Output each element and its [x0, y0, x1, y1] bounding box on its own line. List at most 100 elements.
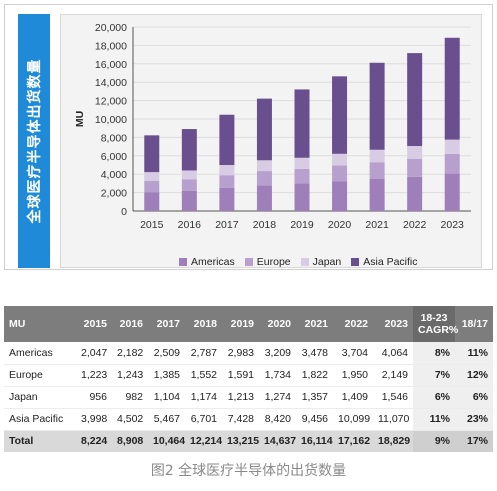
- bar-segment: [144, 172, 160, 181]
- table-header-cell: 2019: [222, 306, 259, 342]
- table-cell: 2,149: [373, 364, 413, 387]
- y-tick-label: 10,000: [95, 114, 127, 126]
- bar-segment: [219, 114, 235, 166]
- table-cell: 1,104: [148, 386, 185, 409]
- table-header-cell: 2020: [259, 306, 296, 342]
- bar-segment: [369, 162, 385, 180]
- legend-label: Asia Pacific: [363, 256, 418, 268]
- legend-swatch: [351, 258, 360, 266]
- bar-segment: [144, 180, 160, 193]
- table-cell: 8,908: [112, 430, 148, 452]
- vertical-banner: 全球医疗半导体出货数量: [18, 14, 50, 268]
- bar-segment: [144, 192, 160, 211]
- table-cell: 23%: [455, 408, 493, 431]
- bar-segment: [256, 171, 272, 186]
- bar-segment: [407, 176, 423, 211]
- x-tick-label: 2015: [140, 219, 164, 231]
- table-cell: 956: [76, 386, 112, 409]
- table-cell: 1,950: [333, 364, 373, 387]
- table-cell: 3,478: [296, 342, 333, 365]
- table-cell: 5,467: [148, 408, 185, 431]
- table-row: Europe 1,223 1,243 1,385 1,552 1,591 1,734 1,82…: [4, 364, 493, 387]
- table-header-cell: 18-23 CAGR%: [413, 306, 458, 342]
- table-cell: 1,274: [259, 386, 296, 409]
- table-cell: 4,064: [373, 342, 413, 365]
- bar-segment: [369, 62, 385, 150]
- table-cell: 8,420: [259, 408, 296, 431]
- table-cell: 2,983: [222, 342, 259, 365]
- x-tick-label: 2023: [441, 219, 465, 231]
- bar-segment: [256, 185, 272, 211]
- stacked-bar-chart: 0 2,000 4,000 6,000 8,000 10,000 12,000 14,000 1…: [60, 14, 482, 268]
- table-header-row: MU 2015 2016 2017 2018 2019 2020 2021 2022 2023 18…: [4, 306, 493, 342]
- x-tick-label: 2019: [290, 219, 314, 231]
- bar-segment: [332, 76, 348, 154]
- table-cell: 8,224: [76, 430, 112, 452]
- bar-segment: [407, 53, 423, 147]
- table-body: Americas 2,047 2,182 2,509 2,787 2,983 3,209 3,…: [4, 342, 493, 452]
- y-tick-label: 8,000: [101, 132, 127, 144]
- table-cell: 7,428: [222, 408, 259, 431]
- bar-segment: [294, 89, 310, 158]
- bar-segment: [444, 153, 460, 174]
- y-tick-label: 0: [121, 206, 127, 218]
- table-cell: 1,822: [296, 364, 333, 387]
- x-tick-label: 2021: [365, 219, 389, 231]
- table-cell: Americas: [4, 342, 76, 365]
- table-header-cell: 2022: [333, 306, 373, 342]
- table-cell: 2,509: [148, 342, 185, 365]
- table-header-cell: 2023: [373, 306, 413, 342]
- table-cell: 10,464: [148, 430, 185, 452]
- table-cell: 18,829: [373, 430, 413, 452]
- legend-label: Europe: [256, 256, 291, 268]
- table-cell: 1,223: [76, 364, 112, 387]
- y-tick-label: 20,000: [95, 22, 127, 34]
- legend-item: Asia Pacific: [351, 256, 418, 268]
- table-cell: 12%: [455, 364, 493, 387]
- table-row: Asia Pacific 3,998 4,502 5,467 6,701 7,428 8,4…: [4, 408, 493, 431]
- table-cell: 1,409: [333, 386, 373, 409]
- x-tick-label: 2022: [403, 219, 427, 231]
- table-cell: Japan: [4, 386, 76, 409]
- table-cell: 17,162: [333, 430, 373, 452]
- bar-segment: [332, 165, 348, 182]
- table-cell: 1,552: [185, 364, 222, 387]
- table-cell: 16,114: [296, 430, 333, 452]
- legend-swatch: [244, 258, 253, 266]
- table-cell: 2,047: [76, 342, 112, 365]
- table-cell: 9,456: [296, 408, 333, 431]
- table-cell: 1,243: [112, 364, 148, 387]
- table-cell: 6,701: [185, 408, 222, 431]
- y-tick-label: 6,000: [101, 151, 127, 163]
- legend-swatch: [300, 258, 309, 266]
- table-header-cell: 2018: [185, 306, 222, 342]
- banner-label: 全球医疗半导体出货数量: [27, 58, 43, 224]
- bar-segment: [144, 135, 160, 173]
- table-cell: 12,214: [185, 430, 222, 452]
- bar-segment: [256, 160, 272, 172]
- table-cell: Total: [4, 430, 76, 452]
- table-cell: Asia Pacific: [4, 408, 76, 431]
- table-cell: 17%: [455, 430, 493, 452]
- table-cell: 1,734: [259, 364, 296, 387]
- x-tick-label: 2020: [328, 219, 352, 231]
- bar-segment: [444, 139, 460, 154]
- table-header-cell: 2016: [112, 306, 148, 342]
- table-cell: 14,637: [259, 430, 296, 452]
- table-header-cell: 2015: [76, 306, 112, 342]
- table-cell: 3,998: [76, 408, 112, 431]
- table-cell: Europe: [4, 364, 76, 387]
- legend-item: Japan: [300, 256, 341, 268]
- bar-segment: [332, 153, 348, 166]
- bar-segment: [219, 175, 235, 188]
- table-cell: 982: [112, 386, 148, 409]
- table-cell: 1,213: [222, 386, 259, 409]
- x-tick-label: 2017: [215, 219, 239, 231]
- table-cell: 6%: [413, 386, 455, 409]
- y-tick-label: 4,000: [101, 169, 127, 181]
- y-axis-title: MU: [74, 111, 86, 127]
- table-header-cell: 2017: [148, 306, 185, 342]
- table-header-cell: MU: [4, 306, 76, 342]
- legend-swatch: [179, 258, 187, 266]
- table-cell: 11%: [413, 408, 455, 431]
